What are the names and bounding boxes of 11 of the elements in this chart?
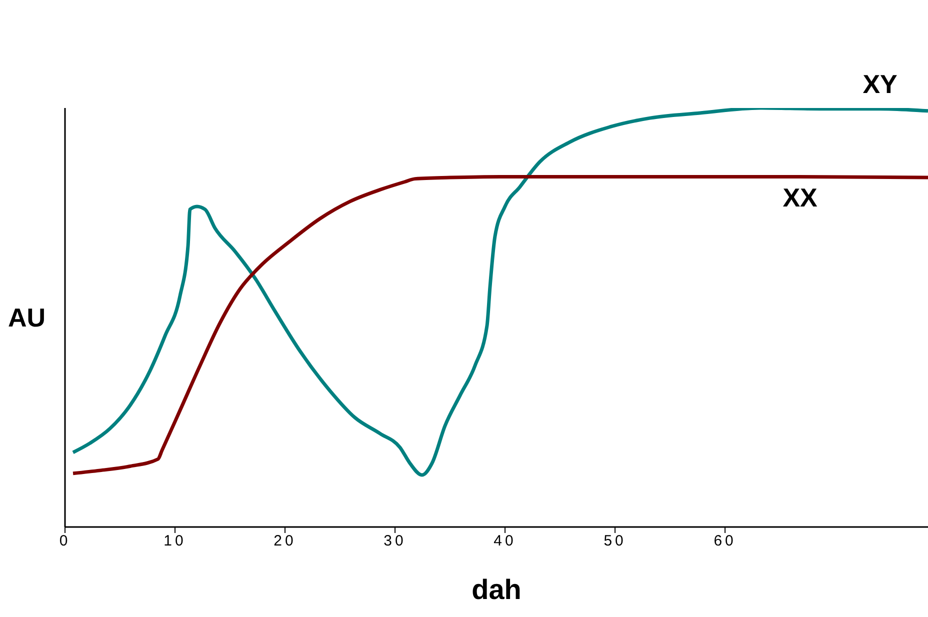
- series-label: XY: [862, 68, 898, 99]
- series-label: XX: [782, 182, 818, 213]
- x-tick-label: 40: [494, 532, 516, 550]
- x-tick-label: 20: [274, 532, 296, 550]
- y-axis-title: AU: [8, 302, 46, 333]
- x-tick-label: 0: [59, 532, 71, 550]
- x-tick-label: 60: [714, 532, 736, 550]
- x-tick-label: 10: [164, 532, 186, 550]
- x-axis-title: dah: [472, 574, 522, 605]
- x-tick-label: 50: [604, 532, 626, 550]
- x-tick-label: 30: [384, 532, 406, 550]
